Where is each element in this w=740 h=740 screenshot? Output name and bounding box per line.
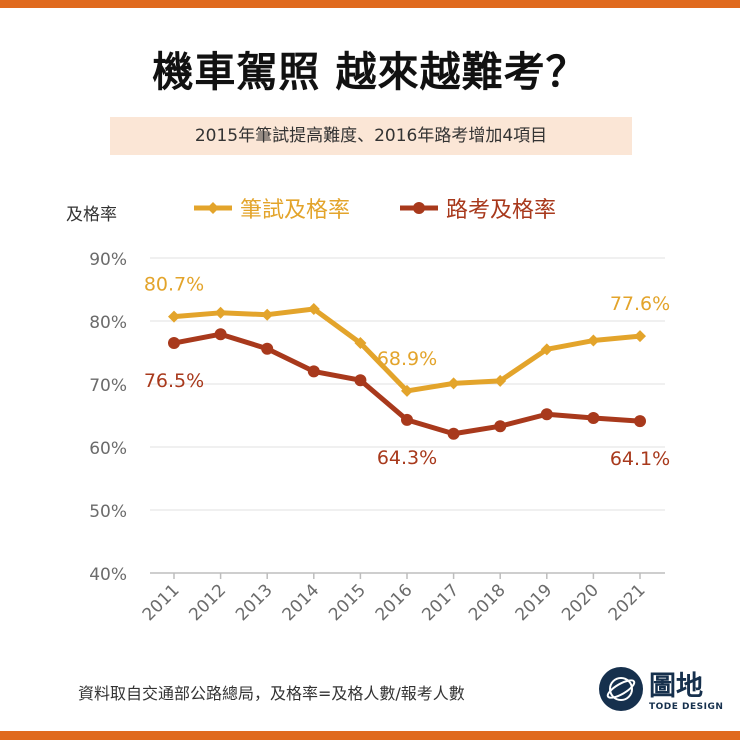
data-point	[261, 342, 274, 355]
data-point	[634, 415, 646, 428]
top-accent-bar	[0, 0, 740, 8]
data-label: 76.5%	[144, 370, 204, 392]
y-tick-label: 70%	[89, 376, 127, 396]
legend-marker-diamond-icon	[194, 202, 232, 214]
data-point	[168, 337, 180, 350]
brand-name: 圖地	[649, 671, 703, 702]
data-point	[214, 306, 227, 319]
x-tick-label: 2021	[605, 580, 650, 625]
data-label: 80.7%	[144, 274, 204, 296]
subtitle: 2015年筆試提高難度、2016年路考增加4項目	[194, 126, 548, 146]
x-tick-label: 2012	[185, 580, 230, 625]
legend-marker-circle-icon	[400, 202, 438, 214]
data-point	[447, 377, 460, 390]
source-note: 資料取自交通部公路總局，及格率=及格人數/報考人數	[78, 684, 465, 703]
x-tick-label: 2020	[558, 580, 603, 625]
data-label: 77.6%	[610, 293, 670, 315]
data-label: 64.3%	[377, 447, 437, 469]
data-point	[587, 334, 600, 347]
x-tick-label: 2014	[279, 580, 324, 625]
data-point	[354, 374, 367, 387]
data-point	[540, 343, 553, 356]
data-point	[214, 328, 227, 341]
data-point	[168, 310, 180, 323]
x-tick-label: 2017	[418, 580, 463, 625]
y-tick-label: 90%	[89, 250, 127, 270]
y-tick-label: 40%	[89, 565, 127, 585]
data-point	[354, 337, 367, 350]
legend-label-road: 路考及格率	[446, 198, 557, 223]
y-tick-label: 80%	[89, 313, 127, 333]
legend-item-road: 路考及格率	[398, 195, 557, 223]
legend-item-written: 筆試及格率	[192, 195, 351, 223]
x-tick-label: 2011	[139, 580, 184, 625]
data-point	[307, 365, 320, 378]
x-tick-label: 2015	[325, 580, 370, 625]
brand-logo	[599, 667, 643, 711]
x-tick-label: 2016	[372, 580, 417, 625]
bottom-accent-bar	[0, 731, 740, 740]
x-tick-label: 2018	[465, 580, 510, 625]
brand-tagline: TODE DESIGN	[649, 702, 724, 712]
data-point	[261, 308, 274, 321]
data-point	[634, 330, 646, 343]
y-tick-label: 50%	[89, 502, 127, 522]
data-point	[587, 412, 600, 425]
y-axis-label: 及格率	[66, 205, 117, 225]
x-tick-label: 2019	[512, 580, 557, 625]
y-tick-label: 60%	[89, 439, 127, 459]
globe-icon	[606, 677, 636, 701]
data-point	[401, 413, 413, 426]
data-point	[494, 420, 507, 433]
legend-label-written: 筆試及格率	[240, 198, 351, 223]
data-point	[307, 303, 320, 316]
data-point	[540, 408, 553, 421]
data-point	[401, 384, 413, 397]
data-label: 64.1%	[610, 448, 670, 470]
data-point	[447, 427, 460, 440]
data-point	[494, 374, 507, 387]
page-title: 機車駕照 越來越難考？	[152, 48, 588, 96]
data-label: 68.9%	[377, 348, 437, 370]
subtitle-background	[110, 117, 632, 155]
x-tick-label: 2013	[232, 580, 277, 625]
